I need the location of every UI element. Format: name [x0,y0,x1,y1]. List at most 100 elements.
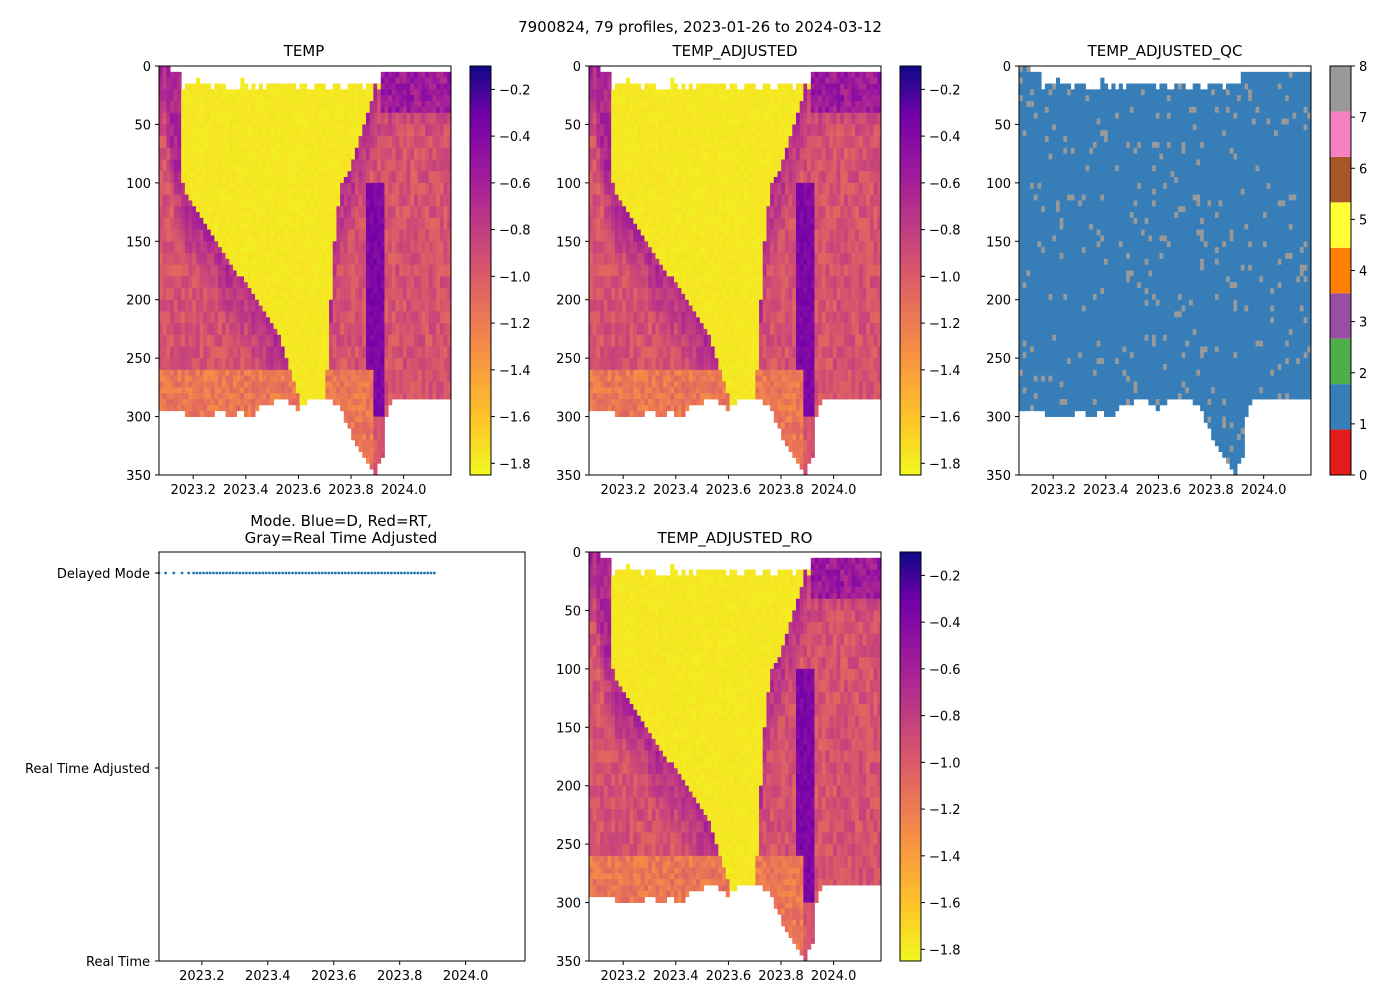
heatmap-cell [192,235,197,242]
heatmap-cell [251,194,256,201]
heatmap-cell [365,89,371,96]
heatmap-cell [358,101,363,108]
heatmap-cell [159,89,164,96]
heatmap-cell [192,89,197,96]
heatmap-cell [240,141,245,149]
heatmap-cell [166,71,171,79]
heatmap-cell [603,276,608,283]
heatmap-cell [321,270,326,277]
heatmap-cell [428,200,433,207]
heatmap-cell [391,217,396,225]
heatmap-cell [314,200,319,207]
heatmap-cell [425,141,430,149]
heatmap-cell [306,293,311,301]
heatmap-cell [414,212,419,219]
heatmap-cell [443,95,448,102]
heatmap-cell [292,124,297,131]
heatmap-cell [399,375,404,382]
heatmap-cell [428,77,433,84]
heatmap-cell [343,334,348,342]
heatmap-cell [373,381,378,388]
heatmap-cell [436,71,441,79]
heatmap-cell [218,182,223,190]
heatmap-cell [343,212,348,219]
heatmap-cell [343,369,348,377]
heatmap-cell [236,235,241,242]
heatmap-cell [447,147,452,155]
heatmap-cell [184,399,189,406]
heatmap-cell [232,328,238,336]
heatmap-cell [188,264,193,271]
heatmap-cell [428,323,433,330]
heatmap-cell [317,118,323,125]
heatmap-cell [439,293,445,301]
heatmap-cell [159,317,164,324]
heatmap-cell [321,293,326,301]
heatmap-cell [266,328,271,336]
heatmap-cell [266,217,271,225]
heatmap-cell [277,363,282,371]
heatmap-cell [306,235,311,242]
heatmap-cell [295,276,300,283]
heatmap-cell [373,328,378,336]
heatmap-cell [354,212,359,219]
heatmap-cell [340,217,345,225]
heatmap-cell [251,340,256,347]
heatmap-cell [603,159,608,166]
heatmap-cell [170,340,175,347]
heatmap-cell [377,346,382,353]
heatmap-cell [329,387,334,394]
heatmap-cell [188,141,193,149]
heatmap-cell [332,323,337,330]
heatmap-cell [280,136,286,143]
heatmap-cell [240,101,245,108]
heatmap-cell [162,346,167,353]
heatmap-cell [443,206,448,213]
heatmap-cell [221,194,226,201]
heatmap-cell [362,375,367,382]
heatmap-cell [210,200,215,207]
heatmap-cell [218,223,223,230]
heatmap-cell [195,106,201,114]
heatmap-cell [607,317,612,324]
heatmap-cell [414,171,419,178]
heatmap-cell [354,177,359,184]
heatmap-cell [395,217,400,225]
heatmap-cell [611,217,616,225]
heatmap-cell [325,305,330,312]
heatmap-cell [406,328,411,336]
heatmap-cell [310,206,315,213]
heatmap-cell [166,66,171,73]
heatmap-cell [596,311,601,318]
heatmap-cell [221,130,226,137]
heatmap-cell [443,235,448,242]
heatmap-cell [188,101,193,108]
heatmap-cell [258,159,263,166]
heatmap-cell [184,369,189,377]
heatmap-cell [284,177,289,184]
heatmap-cell [347,247,352,254]
heatmap-cell [295,387,300,394]
heatmap-cell [295,305,300,312]
heatmap-cell [280,317,286,324]
heatmap-cell [399,217,404,225]
heatmap-cell [314,194,319,201]
heatmap-cell [203,159,208,166]
heatmap-cell [170,165,175,172]
heatmap-cell [214,112,219,119]
heatmap-cell [351,434,356,441]
heatmap-cell [362,363,367,371]
heatmap-cell [347,404,352,412]
heatmap-cell [391,305,396,312]
heatmap-cell [159,130,164,137]
heatmap-cell [384,235,389,242]
heatmap-cell [373,101,378,108]
heatmap-cell [225,182,230,190]
heatmap-cell [377,118,382,125]
heatmap-cell [210,252,215,260]
heatmap-cell [236,212,241,219]
heatmap-cell [232,159,238,166]
heatmap-cell [600,89,605,96]
heatmap-cell [166,299,171,306]
heatmap-cell [329,206,334,213]
